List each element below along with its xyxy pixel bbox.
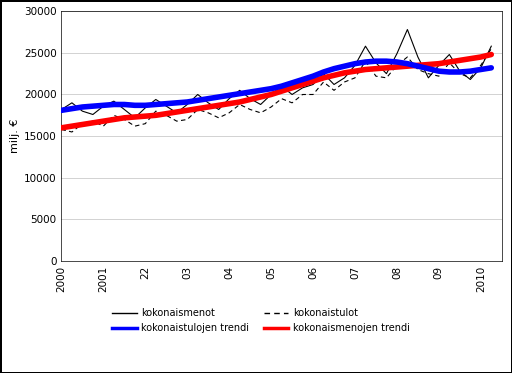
Legend: kokonaismenot, kokonaistulojen trendi, kokonaistulot, kokonaismenojen trendi: kokonaismenot, kokonaistulojen trendi, k…: [108, 304, 415, 338]
Y-axis label: milj. €: milj. €: [10, 119, 19, 153]
